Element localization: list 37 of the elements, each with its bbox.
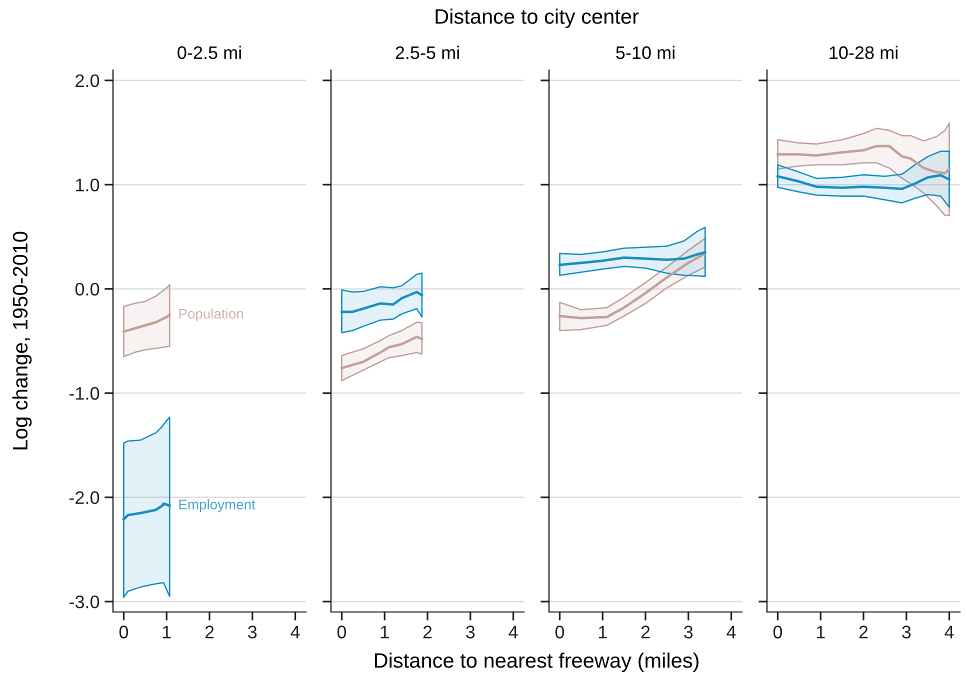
x-tick-label: 2 xyxy=(423,626,432,638)
y-tick-label: 1.0 xyxy=(76,178,100,192)
x-tick-label: 0 xyxy=(337,626,346,638)
chart-title: 2.5-5 mi xyxy=(396,46,459,60)
chart-title: 5-10 mi xyxy=(616,46,674,60)
line-series xyxy=(122,314,171,333)
x-tick-label: 2 xyxy=(205,626,214,638)
series-label: Population xyxy=(179,308,243,322)
x-axis-title: Distance to nearest freeway (miles) xyxy=(374,652,698,672)
x-tick-label: 0 xyxy=(773,626,782,638)
x-tick-label: 0 xyxy=(119,626,128,638)
y-axis-title: Log change, 1950-2010 xyxy=(12,232,32,450)
y-tick-label: -2.0 xyxy=(70,491,100,504)
x-tick-label: 3 xyxy=(466,626,475,638)
x-tick-label: 4 xyxy=(508,626,518,638)
y-tick-label: 0.0 xyxy=(75,282,100,296)
text: Distance to city center xyxy=(436,8,639,28)
x-tick-label: 1 xyxy=(816,626,825,638)
chart-title: 0-2.5 mi xyxy=(178,46,241,60)
x-tick-label: 0 xyxy=(555,626,564,638)
y-tick-label: -1.0 xyxy=(70,387,100,400)
y-tick-label: -3.0 xyxy=(70,596,100,608)
x-tick-label: 4 xyxy=(290,626,300,638)
x-tick-label: 3 xyxy=(248,626,257,638)
line-series xyxy=(122,502,171,520)
x-tick-label: 4 xyxy=(726,626,736,638)
chart-title: 10-28 mi xyxy=(830,46,898,60)
x-tick-label: 4 xyxy=(944,626,954,638)
x-tick-label: 2 xyxy=(641,626,650,638)
y-tick-label: 2.0 xyxy=(76,74,100,88)
x-tick-label: 3 xyxy=(684,626,693,638)
x-tick-label: 2 xyxy=(859,626,868,638)
x-tick-label: 1 xyxy=(598,626,607,638)
series-label: Employment xyxy=(179,499,256,512)
x-tick-label: 3 xyxy=(902,626,911,638)
x-tick-label: 1 xyxy=(380,626,389,638)
x-tick-label: 1 xyxy=(162,626,171,638)
